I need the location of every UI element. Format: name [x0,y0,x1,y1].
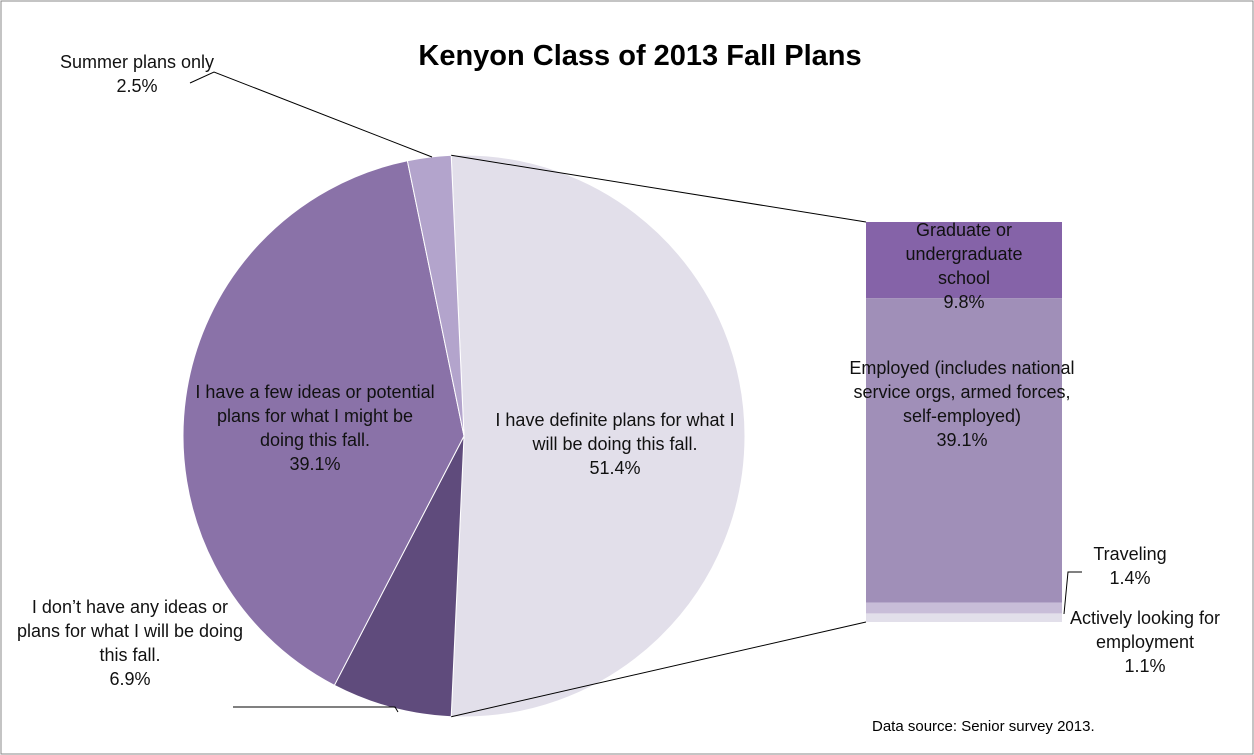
bar-segment [866,613,1062,622]
category-label: I have a few ideas or potential plans fo… [195,382,435,450]
value-label: 6.9% [109,669,151,689]
bar-segment [866,602,1062,614]
data-label: Graduate or undergraduate school 9.8% [879,218,1049,314]
category-label: I don’t have any ideas or plans for what… [16,597,244,665]
connector [451,154,867,223]
data-label: I have a few ideas or potential plans fo… [195,380,435,476]
pie-slice [450,154,746,718]
bar-segment [866,222,1062,299]
chart-title: Kenyon Class of 2013 Fall Plans [418,40,862,72]
pie-slice [182,160,465,686]
category-label: Traveling [1093,544,1167,564]
data-label: Summer plans only 2.5% [37,50,237,98]
leader-line [189,71,433,158]
category-label: Employed (includes national service orgs… [849,358,1075,426]
category-label: Summer plans only [59,52,215,72]
data-label: I have definite plans for what I will be… [490,408,740,480]
data-label: I don’t have any ideas or plans for what… [15,595,245,691]
data-label: Actively looking for employment 1.1% [1050,606,1240,678]
value-label: 1.1% [1124,656,1166,676]
connector [451,621,867,718]
value-label: 39.1% [936,430,988,450]
value-label: 51.4% [589,458,641,478]
data-label: Employed (includes national service orgs… [837,356,1087,452]
value-label: 2.5% [116,76,158,96]
bar-segment [866,298,1062,603]
value-label: 9.8% [943,292,985,312]
leader-line [1063,571,1082,615]
value-label: 39.1% [289,454,341,474]
leader-line [233,706,399,713]
value-label: 1.4% [1109,568,1151,588]
data-label: Traveling 1.4% [1080,542,1180,590]
source-note: Data source: Senior survey 2013. [872,718,1095,735]
category-label: Actively looking for employment [1069,608,1221,652]
category-label: I have definite plans for what I will be… [495,410,735,454]
category-label: Graduate or undergraduate school [905,220,1023,288]
pie-slice [406,154,465,437]
